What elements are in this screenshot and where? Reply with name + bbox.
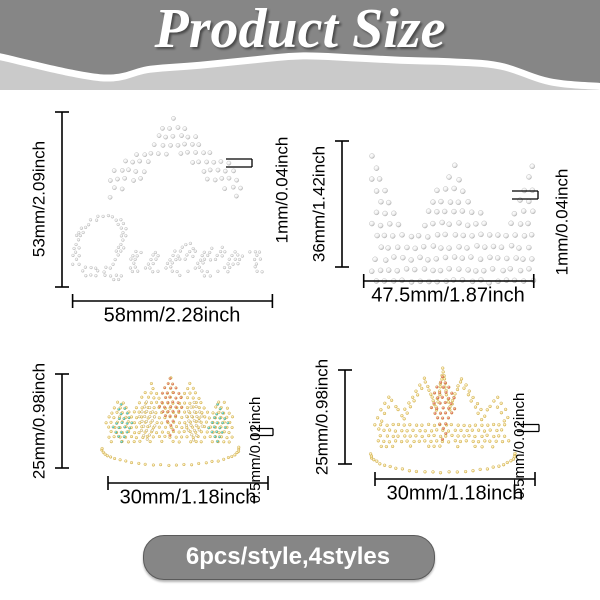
svg-text:1mm/0.04inch: 1mm/0.04inch — [272, 137, 291, 244]
svg-text:0.5mm/0.02inch: 0.5mm/0.02inch — [247, 397, 264, 504]
svg-text:25mm/0.98inch: 25mm/0.98inch — [312, 359, 331, 475]
svg-text:30mm/1.18inch: 30mm/1.18inch — [120, 487, 257, 509]
svg-text:53mm/2.09inch: 53mm/2.09inch — [29, 141, 48, 257]
svg-text:25mm/0.98inch: 25mm/0.98inch — [29, 363, 48, 479]
svg-text:0.5mm/0.02inch: 0.5mm/0.02inch — [511, 393, 528, 500]
svg-text:1mm/0.04inch: 1mm/0.04inch — [552, 169, 571, 276]
svg-text:36mm/1.42inch: 36mm/1.42inch — [309, 146, 328, 262]
svg-text:58mm/2.28inch: 58mm/2.28inch — [104, 305, 241, 327]
svg-text:47.5mm/1.87inch: 47.5mm/1.87inch — [371, 285, 524, 307]
svg-text:30mm/1.18inch: 30mm/1.18inch — [387, 483, 524, 505]
